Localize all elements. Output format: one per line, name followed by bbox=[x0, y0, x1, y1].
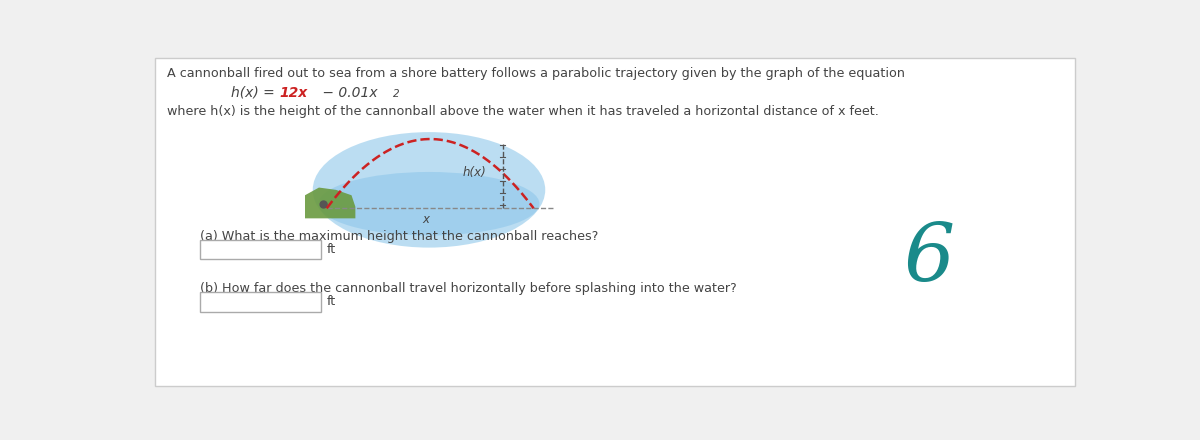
Text: (a) What is the maximum height that the cannonball reaches?: (a) What is the maximum height that the … bbox=[200, 230, 599, 243]
Text: h(x) =: h(x) = bbox=[232, 86, 280, 100]
FancyBboxPatch shape bbox=[200, 292, 320, 312]
Text: 12x: 12x bbox=[280, 86, 307, 100]
FancyBboxPatch shape bbox=[156, 58, 1074, 386]
Text: 6: 6 bbox=[904, 220, 954, 298]
Ellipse shape bbox=[318, 172, 540, 235]
Text: 2: 2 bbox=[392, 89, 400, 99]
Circle shape bbox=[320, 201, 328, 208]
Text: (b) How far does the cannonball travel horizontally before splashing into the wa: (b) How far does the cannonball travel h… bbox=[200, 282, 737, 295]
Ellipse shape bbox=[313, 132, 545, 248]
Text: ft: ft bbox=[326, 243, 336, 256]
Text: A cannonball fired out to sea from a shore battery follows a parabolic trajector: A cannonball fired out to sea from a sho… bbox=[167, 66, 905, 80]
Text: where h(x) is the height of the cannonball above the water when it has traveled : where h(x) is the height of the cannonba… bbox=[167, 105, 878, 118]
Text: x: x bbox=[422, 213, 430, 226]
Polygon shape bbox=[305, 187, 355, 218]
Text: − 0.01x: − 0.01x bbox=[318, 86, 378, 100]
Text: ft: ft bbox=[326, 295, 336, 308]
Text: h(x): h(x) bbox=[462, 165, 486, 179]
FancyBboxPatch shape bbox=[200, 240, 320, 259]
